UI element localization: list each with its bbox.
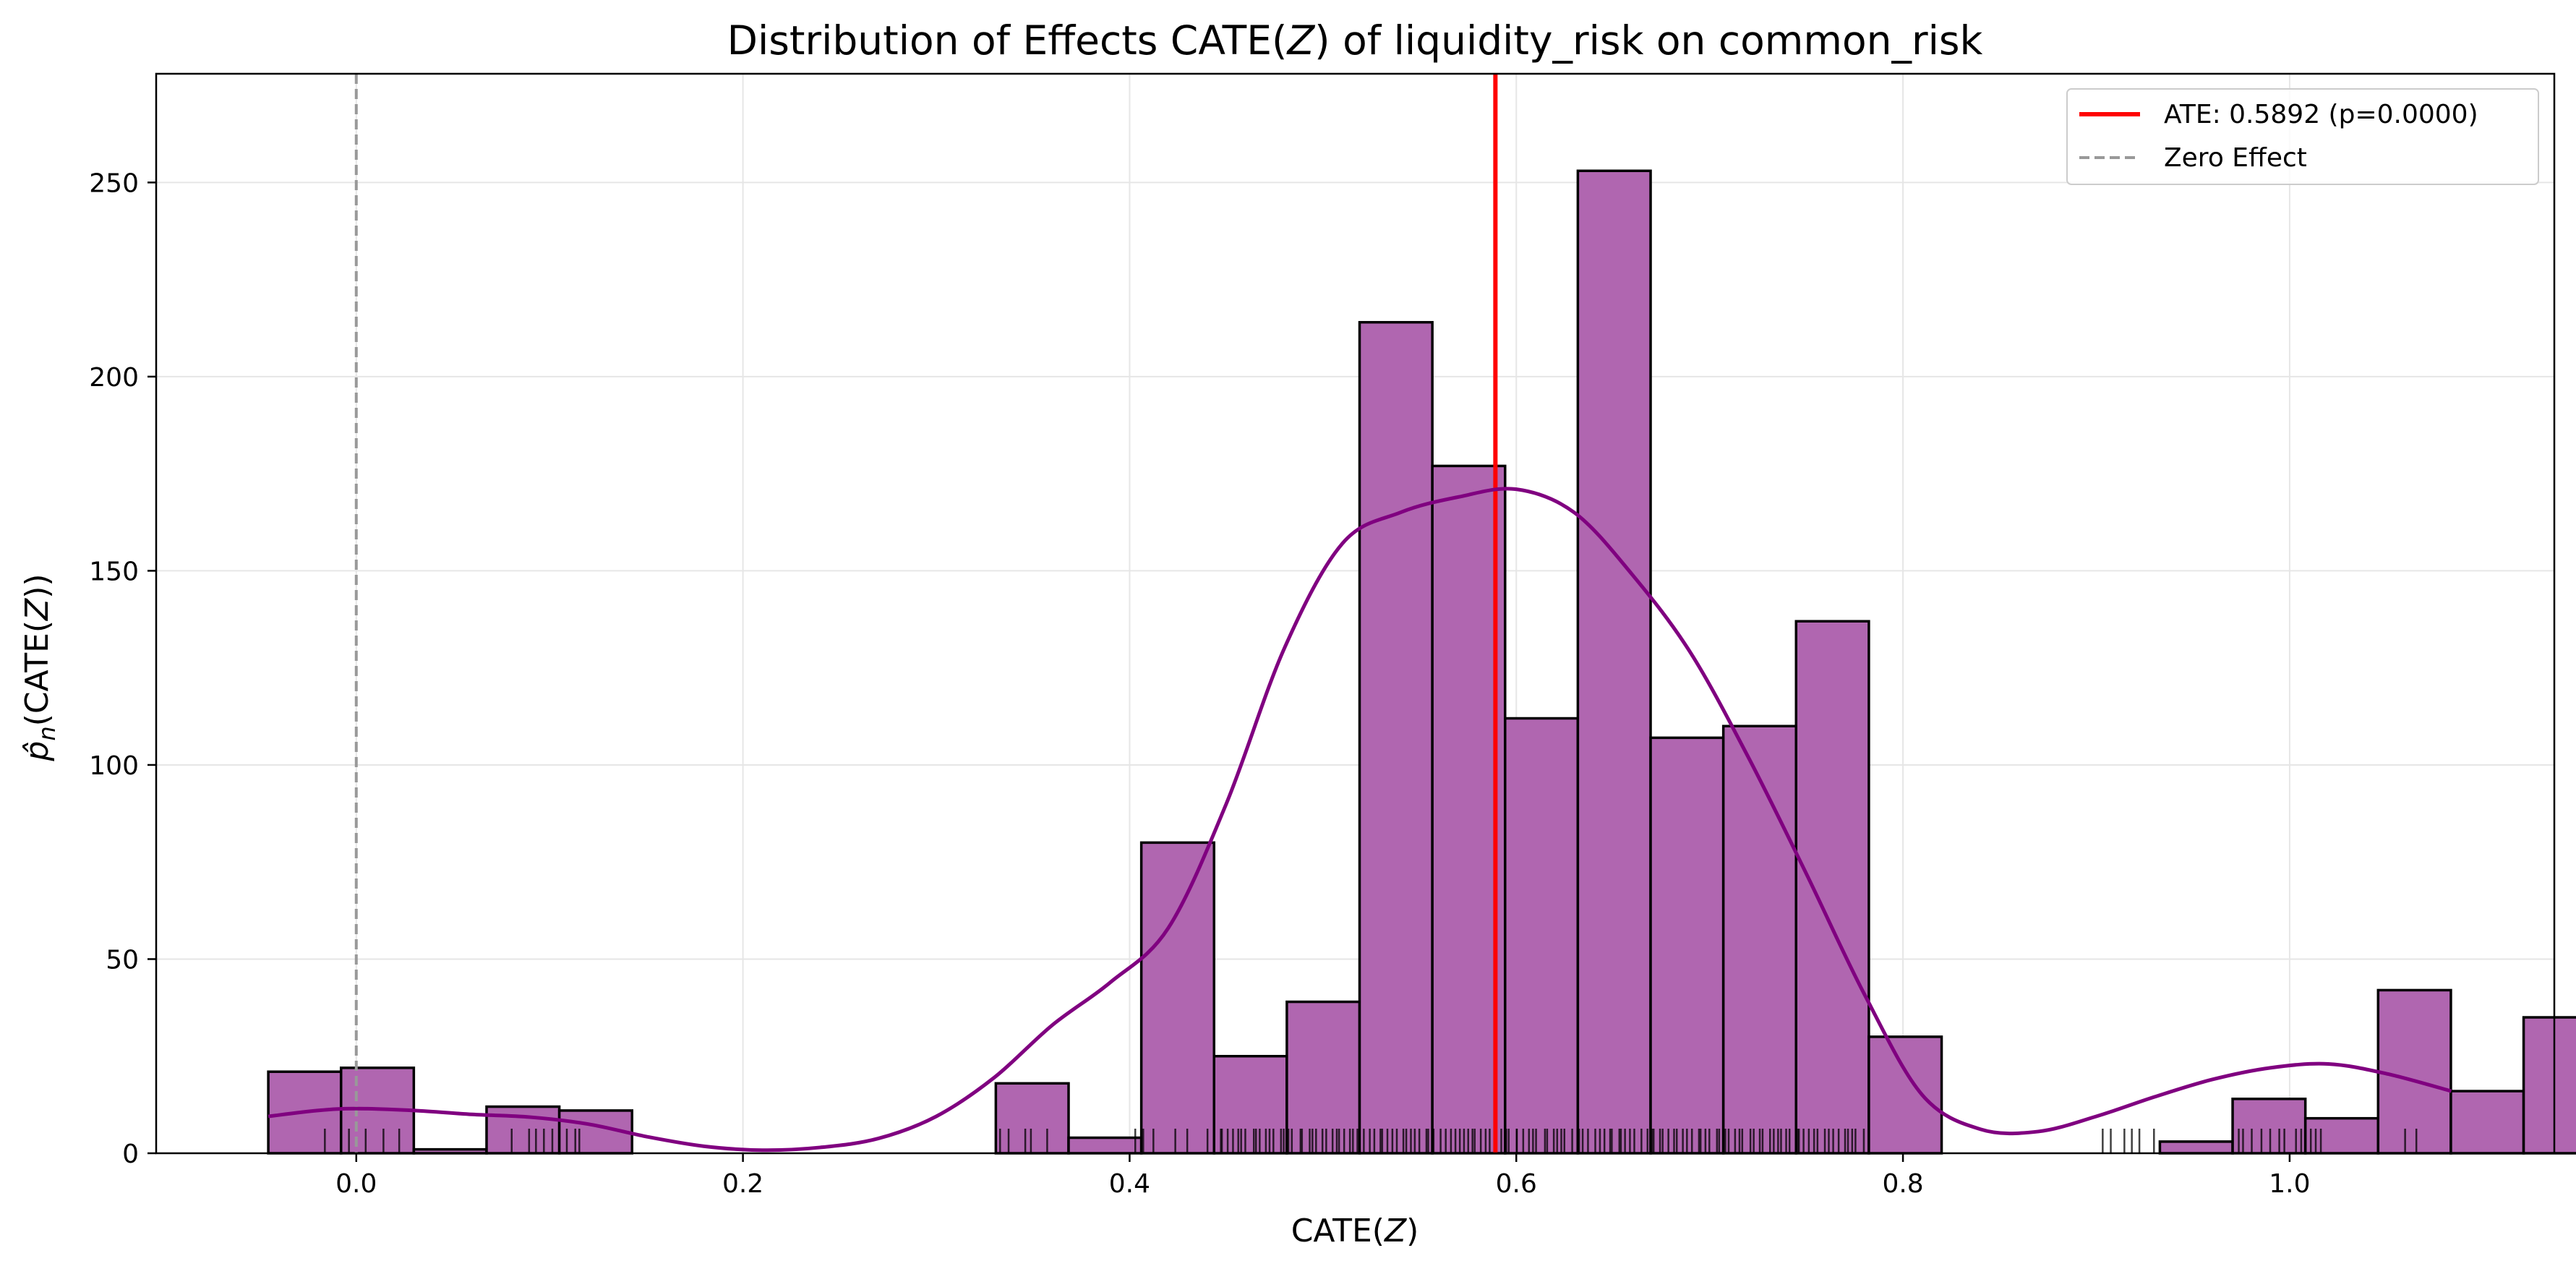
histogram-bar [1285,1000,1361,1155]
histogram-bar [1649,736,1725,1155]
histogram-bar [1721,724,1798,1155]
histogram-bar [485,1105,561,1155]
y-tick-label: 0 [122,1140,139,1169]
histogram-bar [1212,1054,1288,1155]
histogram-bar [1431,464,1507,1155]
histogram-bar [1139,841,1216,1155]
y-tick-label: 200 [89,363,139,393]
kde-curve-group [268,487,2452,1153]
kde-curve [268,487,2452,1153]
histogram-bar [994,1082,1070,1155]
histogram-bar [2376,988,2452,1155]
histogram-bar [2522,1016,2576,1155]
y-tick-label: 50 [106,945,139,975]
legend-box [2066,88,2539,185]
chart-title: Distribution of Effects CATE(Z) of liqui… [727,17,1983,64]
y-axis-label: p̂n(CATE(Z)) [19,573,61,761]
legend-zero-effect-label: Zero Effect [2164,143,2307,173]
histogram-bar [1358,320,1434,1155]
histogram-bars [267,169,2576,1155]
x-tick-label: 0.4 [1109,1169,1150,1199]
histogram-bar [1067,1136,1143,1155]
histogram-bar [1867,1035,1943,1155]
reference-lines [354,74,1498,1153]
x-tick-label: 0.2 [722,1169,763,1199]
x-tick-label: 0.6 [1496,1169,1537,1199]
y-tick-label: 250 [89,168,139,198]
rug-marks [324,1129,2418,1153]
axes-frame [155,72,2556,1155]
x-tick-label: 0.0 [335,1169,377,1199]
y-tick-label: 150 [89,557,139,586]
y-tick-label: 100 [89,751,139,781]
axes: 0.0 0.2 0.4 0.6 0.8 1.0 0 50 100 150 200 250 [89,72,2556,1199]
x-axis-label: CATE(Z) [1291,1213,1419,1249]
legend: ATE: 0.5892 (p=0.0000) Zero Effect [2066,88,2539,185]
legend-ate-label: ATE: 0.5892 (p=0.0000) [2164,100,2478,129]
histogram-bar [1576,169,1652,1155]
x-tick-label: 0.8 [1882,1169,1923,1199]
histogram-bar [1794,620,1870,1155]
histogram-bar [1504,717,1580,1155]
histogram-bar [2449,1090,2525,1155]
histogram-bar [2158,1140,2234,1155]
x-tick-label: 1.0 [2269,1169,2310,1199]
histogram-bar [2231,1098,2307,1155]
